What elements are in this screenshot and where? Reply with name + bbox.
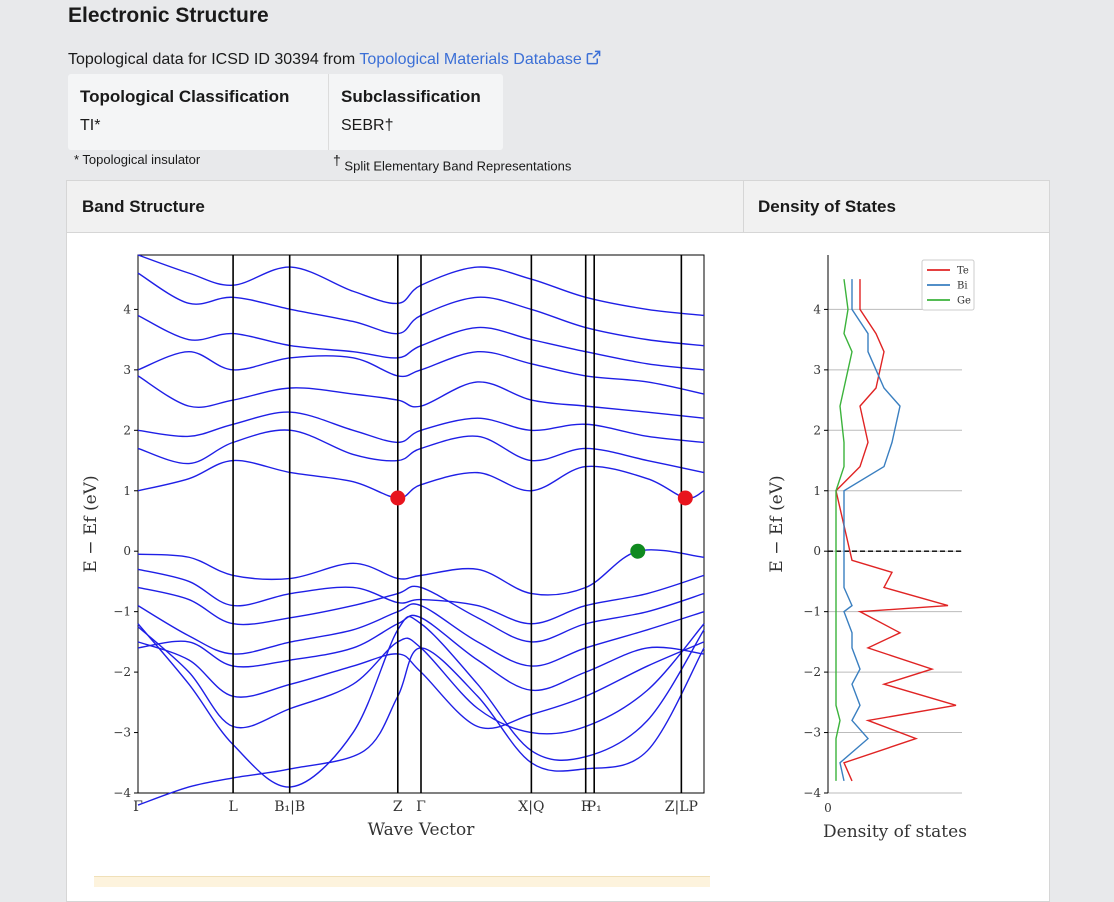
density-of-states-title: Density of States: [758, 197, 896, 216]
x-axis-label: Wave Vector: [368, 820, 476, 840]
y-tick-label: −3: [113, 726, 131, 740]
classification-value: TI*: [80, 117, 101, 134]
classification-cell: Topological Classification TI*: [68, 74, 328, 150]
y-tick-label: 4: [813, 302, 821, 316]
density-of-states-chart: −4 −3 −2 −1 0 1 2 3 4 0 Density of states E − Ef (e…: [767, 255, 975, 842]
band-line: [137, 254, 705, 317]
x-axis-label: Density of states: [823, 822, 967, 842]
kpoint-label: P₁: [587, 799, 602, 815]
highlight-point: [390, 490, 406, 506]
band-line: [137, 272, 705, 347]
highlight-point: [630, 543, 646, 559]
y-tick-label: −4: [113, 786, 131, 800]
y-tick-label: 0: [813, 544, 821, 558]
classification-table: Topological Classification TI* Subclassi…: [68, 74, 503, 150]
band-line: [137, 641, 705, 730]
y-tick-label: 3: [123, 363, 131, 377]
y-tick-label: 0: [123, 544, 131, 558]
y-tick-label: −4: [803, 786, 821, 800]
header-divider: [743, 181, 744, 232]
y-tick-label: 4: [123, 302, 131, 316]
y-tick-label: −3: [803, 726, 821, 740]
classification-header: Topological Classification: [80, 87, 290, 106]
dos-line-ge: [835, 279, 853, 781]
kpoint-label: L: [228, 799, 237, 815]
dagger-mark: †: [333, 152, 341, 168]
panel-header: Band Structure Density of States: [67, 181, 1049, 233]
kpoint-label: F: [581, 799, 591, 815]
kpoint-label: Γ: [133, 799, 143, 815]
band-line: [137, 314, 705, 371]
band-line: [137, 585, 705, 643]
footnote-sebr-text: Split Elementary Band Representations: [344, 158, 572, 174]
band-line: [137, 549, 705, 596]
footnote-sebr: † Split Elementary Band Representations: [333, 152, 571, 173]
y-tick-label: −2: [803, 665, 821, 679]
y-tick-label: 2: [123, 423, 131, 437]
y-tick-label: 2: [813, 423, 821, 437]
y-tick-label: −1: [803, 605, 821, 619]
topological-materials-database-link[interactable]: Topological Materials Database: [359, 50, 601, 68]
y-tick-label: −2: [113, 665, 131, 679]
subclassification-cell: Subclassification SEBR†: [328, 74, 504, 150]
legend-label: Ge: [957, 296, 971, 307]
band-line: [137, 623, 705, 735]
kpoint-label: B₁|B: [274, 799, 305, 815]
highlight-point: [677, 490, 693, 506]
band-line: [137, 411, 705, 444]
band-line: [137, 429, 705, 474]
x-tick-label: 0: [824, 801, 832, 815]
kpoint-label: Z|LP: [665, 799, 698, 815]
link-text[interactable]: Topological Materials Database: [359, 51, 582, 68]
y-tick-label: −1: [113, 605, 131, 619]
legend-label: Bi: [957, 281, 968, 292]
dos-line-bi: [839, 279, 901, 782]
footnote-ti: * Topological insulator: [74, 152, 201, 167]
band-structure-title: Band Structure: [82, 197, 205, 216]
y-tick-label: 1: [123, 484, 131, 498]
kpoint-label: Z: [393, 799, 403, 815]
dos-line-te: [835, 279, 957, 782]
page-title: Electronic Structure: [68, 4, 269, 27]
subclassification-value: SEBR†: [341, 117, 394, 134]
legend-label: Te: [957, 266, 969, 277]
external-link-icon[interactable]: [586, 50, 601, 65]
kpoint-label: Γ: [416, 799, 426, 815]
band-line: [137, 351, 705, 395]
y-tick-label: 1: [813, 484, 821, 498]
y-tick-label: 3: [813, 363, 821, 377]
y-axis-label: E − Ef (eV): [81, 475, 101, 572]
description-text: Topological data for ICSD ID 30394 from: [68, 51, 356, 68]
data-source-description: Topological data for ICSD ID 30394 from …: [68, 50, 601, 69]
y-axis-label: E − Ef (eV): [767, 475, 787, 572]
kpoint-label: X|Q: [518, 799, 544, 815]
subclassification-header: Subclassification: [341, 87, 481, 106]
band-line: [137, 375, 705, 419]
band-line: [137, 568, 705, 625]
notice-bar: [94, 876, 710, 887]
